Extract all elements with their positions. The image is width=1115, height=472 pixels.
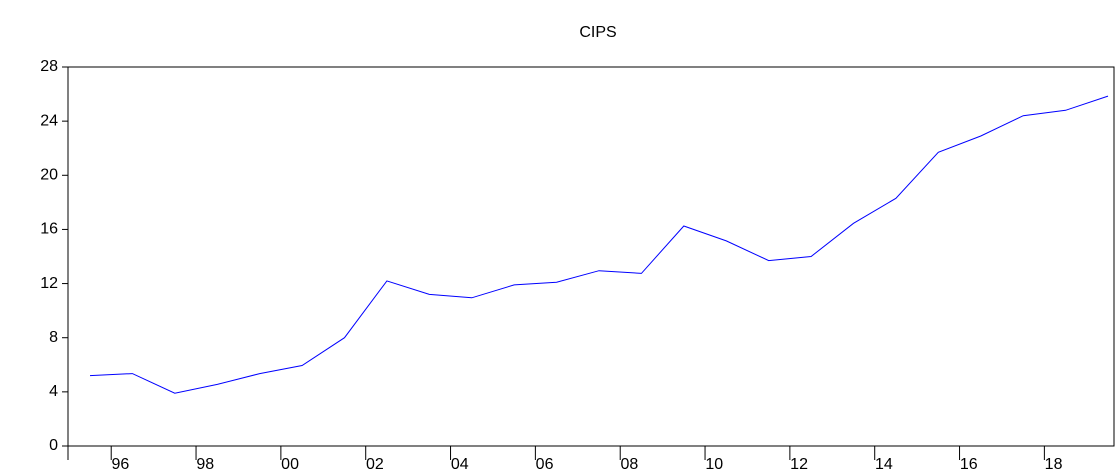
y-tick-label: 8 <box>49 329 58 346</box>
y-tick-label: 12 <box>40 275 58 292</box>
y-tick-label: 16 <box>40 221 58 238</box>
y-tick-label: 28 <box>40 58 58 75</box>
x-tick-label: 08 <box>621 456 639 472</box>
chart-title: CIPS <box>579 24 616 41</box>
y-tick-label: 20 <box>40 167 58 184</box>
x-tick-label: 02 <box>366 456 384 472</box>
x-tick-label: 12 <box>790 456 808 472</box>
x-tick-label: 10 <box>705 456 723 472</box>
x-tick-label: 04 <box>451 456 469 472</box>
x-tick-label: 16 <box>960 456 978 472</box>
line <box>89 95 1109 394</box>
y-tick-label: 4 <box>49 383 58 400</box>
x-tick-label: 14 <box>875 456 893 472</box>
x-tick-label: 00 <box>281 456 299 472</box>
y-tick-label: 0 <box>49 437 58 454</box>
x-tick-label: 96 <box>112 456 130 472</box>
x-tick-label: 06 <box>536 456 554 472</box>
plot-frame <box>67 66 1115 447</box>
y-tick-label: 24 <box>40 112 58 129</box>
x-tick-label: 18 <box>1045 456 1063 472</box>
x-tick-label: 98 <box>196 456 214 472</box>
